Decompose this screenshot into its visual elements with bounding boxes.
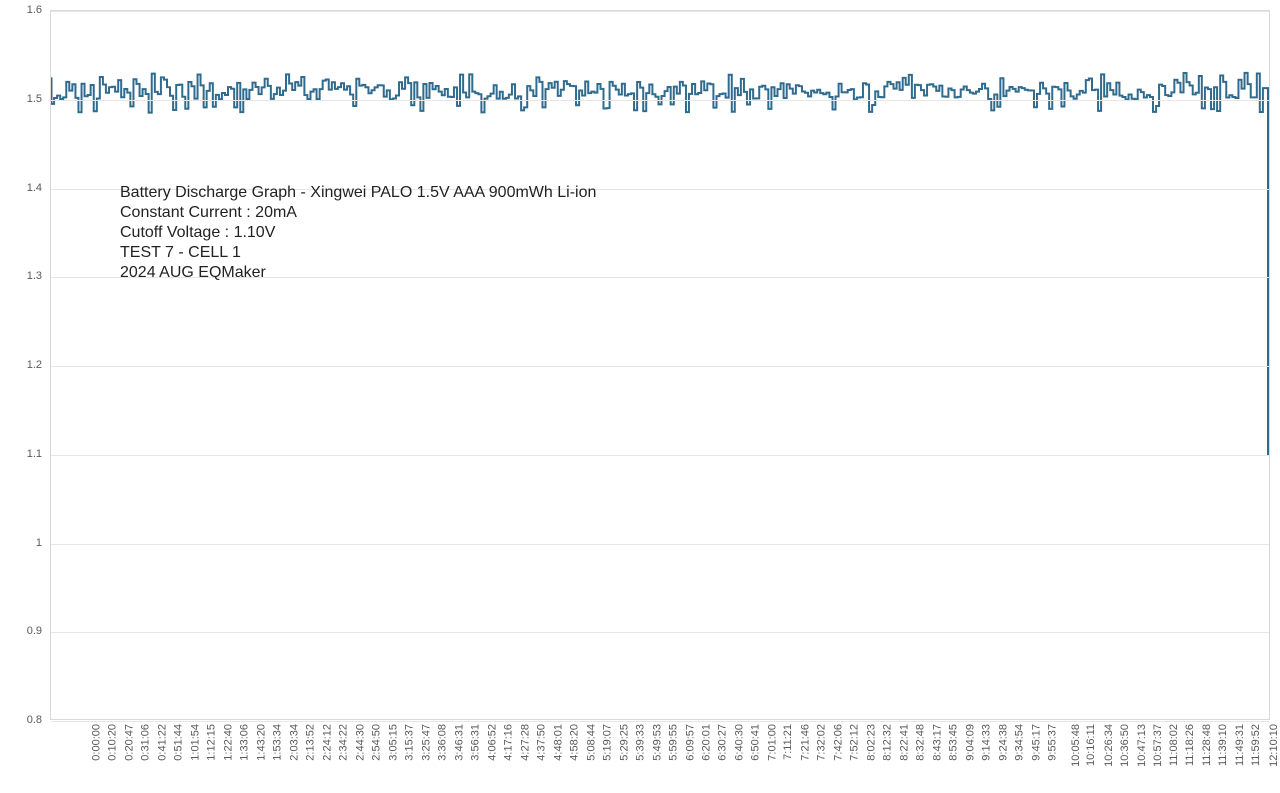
x-tick-label: 8:43:17 — [932, 724, 944, 761]
x-tick-label: 10:36:50 — [1119, 724, 1131, 767]
grid-line — [51, 100, 1269, 101]
x-tick-label: 1:12:15 — [206, 724, 218, 761]
x-tick-label: 2:34:22 — [338, 724, 350, 761]
x-tick-label: 7:52:12 — [849, 724, 861, 761]
x-tick-label: 0:10:20 — [107, 724, 119, 761]
x-tick-label: 8:53:45 — [948, 724, 960, 761]
x-tick-label: 2:44:30 — [354, 724, 366, 761]
y-tick-label: 0.9 — [0, 625, 42, 637]
x-tick-label: 9:34:54 — [1014, 724, 1026, 761]
x-tick-label: 5:39:33 — [635, 724, 647, 761]
grid-line — [51, 366, 1269, 367]
x-tick-label: 2:03:34 — [289, 724, 301, 761]
grid-line — [51, 455, 1269, 456]
y-tick-label: 1.5 — [0, 93, 42, 105]
y-tick-label: 1.6 — [0, 4, 42, 16]
x-tick-label: 1:43:20 — [256, 724, 268, 761]
x-tick-label: 6:40:30 — [734, 724, 746, 761]
chart-info-text: Battery Discharge Graph - Xingwei PALO 1… — [120, 183, 596, 283]
grid-line — [51, 544, 1269, 545]
x-tick-label: 6:50:41 — [750, 724, 762, 761]
x-tick-label: 4:17:16 — [503, 724, 515, 761]
x-tick-label: 1:01:54 — [190, 724, 202, 761]
x-tick-label: 3:15:37 — [404, 724, 416, 761]
x-tick-label: 0:20:47 — [124, 724, 136, 761]
x-tick-label: 8:32:48 — [915, 724, 927, 761]
y-tick-label: 0.8 — [0, 714, 42, 726]
x-tick-label: 6:30:27 — [717, 724, 729, 761]
x-tick-label: 7:32:02 — [816, 724, 828, 761]
x-tick-label: 0:31:06 — [140, 724, 152, 761]
x-tick-label: 10:47:13 — [1135, 724, 1147, 767]
x-tick-label: 7:21:46 — [800, 724, 812, 761]
x-tick-label: 5:49:53 — [651, 724, 663, 761]
y-tick-label: 1.2 — [0, 359, 42, 371]
x-tick-label: 9:45:17 — [1030, 724, 1042, 761]
x-tick-label: 3:05:15 — [387, 724, 399, 761]
x-tick-label: 10:05:48 — [1070, 724, 1082, 767]
x-tick-label: 4:06:52 — [486, 724, 498, 761]
x-tick-label: 9:24:38 — [997, 724, 1009, 761]
x-tick-label: 7:11:21 — [782, 724, 794, 760]
x-tick-label: 9:14:33 — [981, 724, 993, 761]
x-tick-label: 0:51:44 — [173, 724, 185, 761]
y-tick-label: 1.1 — [0, 448, 42, 460]
x-tick-label: 1:33:06 — [239, 724, 251, 761]
x-tick-label: 8:12:32 — [882, 724, 894, 761]
x-tick-label: 7:01:00 — [767, 724, 779, 761]
x-tick-label: 9:04:09 — [964, 724, 976, 761]
x-tick-label: 3:46:31 — [453, 724, 465, 761]
x-tick-label: 1:53:34 — [272, 724, 284, 761]
x-tick-label: 2:13:52 — [305, 724, 317, 761]
plot-area — [50, 10, 1270, 720]
grid-line — [51, 632, 1269, 633]
x-tick-label: 3:36:08 — [437, 724, 449, 761]
x-tick-label: 5:29:25 — [618, 724, 630, 761]
x-tick-label: 11:49:31 — [1234, 724, 1246, 766]
x-tick-label: 8:02:23 — [866, 724, 878, 761]
x-tick-label: 4:58:20 — [569, 724, 581, 761]
x-tick-label: 5:19:07 — [602, 724, 614, 761]
grid-line — [51, 11, 1269, 12]
x-tick-label: 0:41:22 — [157, 724, 169, 761]
x-tick-label: 1:22:40 — [223, 724, 235, 761]
x-tick-label: 5:08:44 — [585, 724, 597, 761]
x-tick-label: 12:10:10 — [1267, 724, 1279, 767]
x-tick-label: 8:22:41 — [899, 724, 911, 761]
x-tick-label: 4:48:01 — [552, 724, 564, 761]
grid-line — [51, 721, 1269, 722]
y-tick-label: 1.4 — [0, 182, 42, 194]
x-tick-label: 10:57:37 — [1152, 724, 1164, 767]
discharge-line — [51, 11, 1269, 719]
x-tick-label: 2:24:12 — [322, 724, 334, 761]
chart-container: 0.8 0.9 1 1.1 1.2 1.3 1.4 1.5 1.6 0:00:00 0:10:20… — [0, 0, 1280, 793]
x-tick-label: 10:26:34 — [1103, 724, 1115, 767]
x-tick-label: 11:28:48 — [1201, 724, 1213, 766]
x-tick-label: 11:18:26 — [1184, 724, 1196, 766]
x-tick-label: 0:00:00 — [91, 724, 103, 761]
x-tick-label: 9:55:37 — [1047, 724, 1059, 761]
x-tick-label: 3:25:47 — [420, 724, 432, 761]
x-tick-label: 5:59:55 — [668, 724, 680, 761]
x-tick-label: 7:42:06 — [833, 724, 845, 761]
x-tick-label: 6:09:57 — [684, 724, 696, 761]
x-tick-label: 2:54:50 — [371, 724, 383, 761]
y-tick-label: 1.3 — [0, 270, 42, 282]
x-tick-label: 3:56:31 — [470, 724, 482, 761]
x-tick-label: 11:08:02 — [1168, 724, 1180, 766]
x-tick-label: 11:39:10 — [1217, 724, 1229, 766]
y-tick-label: 1 — [0, 537, 42, 549]
x-tick-label: 10:16:11 — [1085, 724, 1097, 766]
x-tick-label: 11:59:52 — [1250, 724, 1262, 766]
x-tick-label: 4:37:50 — [536, 724, 548, 761]
x-tick-label: 4:27:28 — [519, 724, 531, 761]
x-tick-label: 6:20:01 — [701, 724, 713, 761]
